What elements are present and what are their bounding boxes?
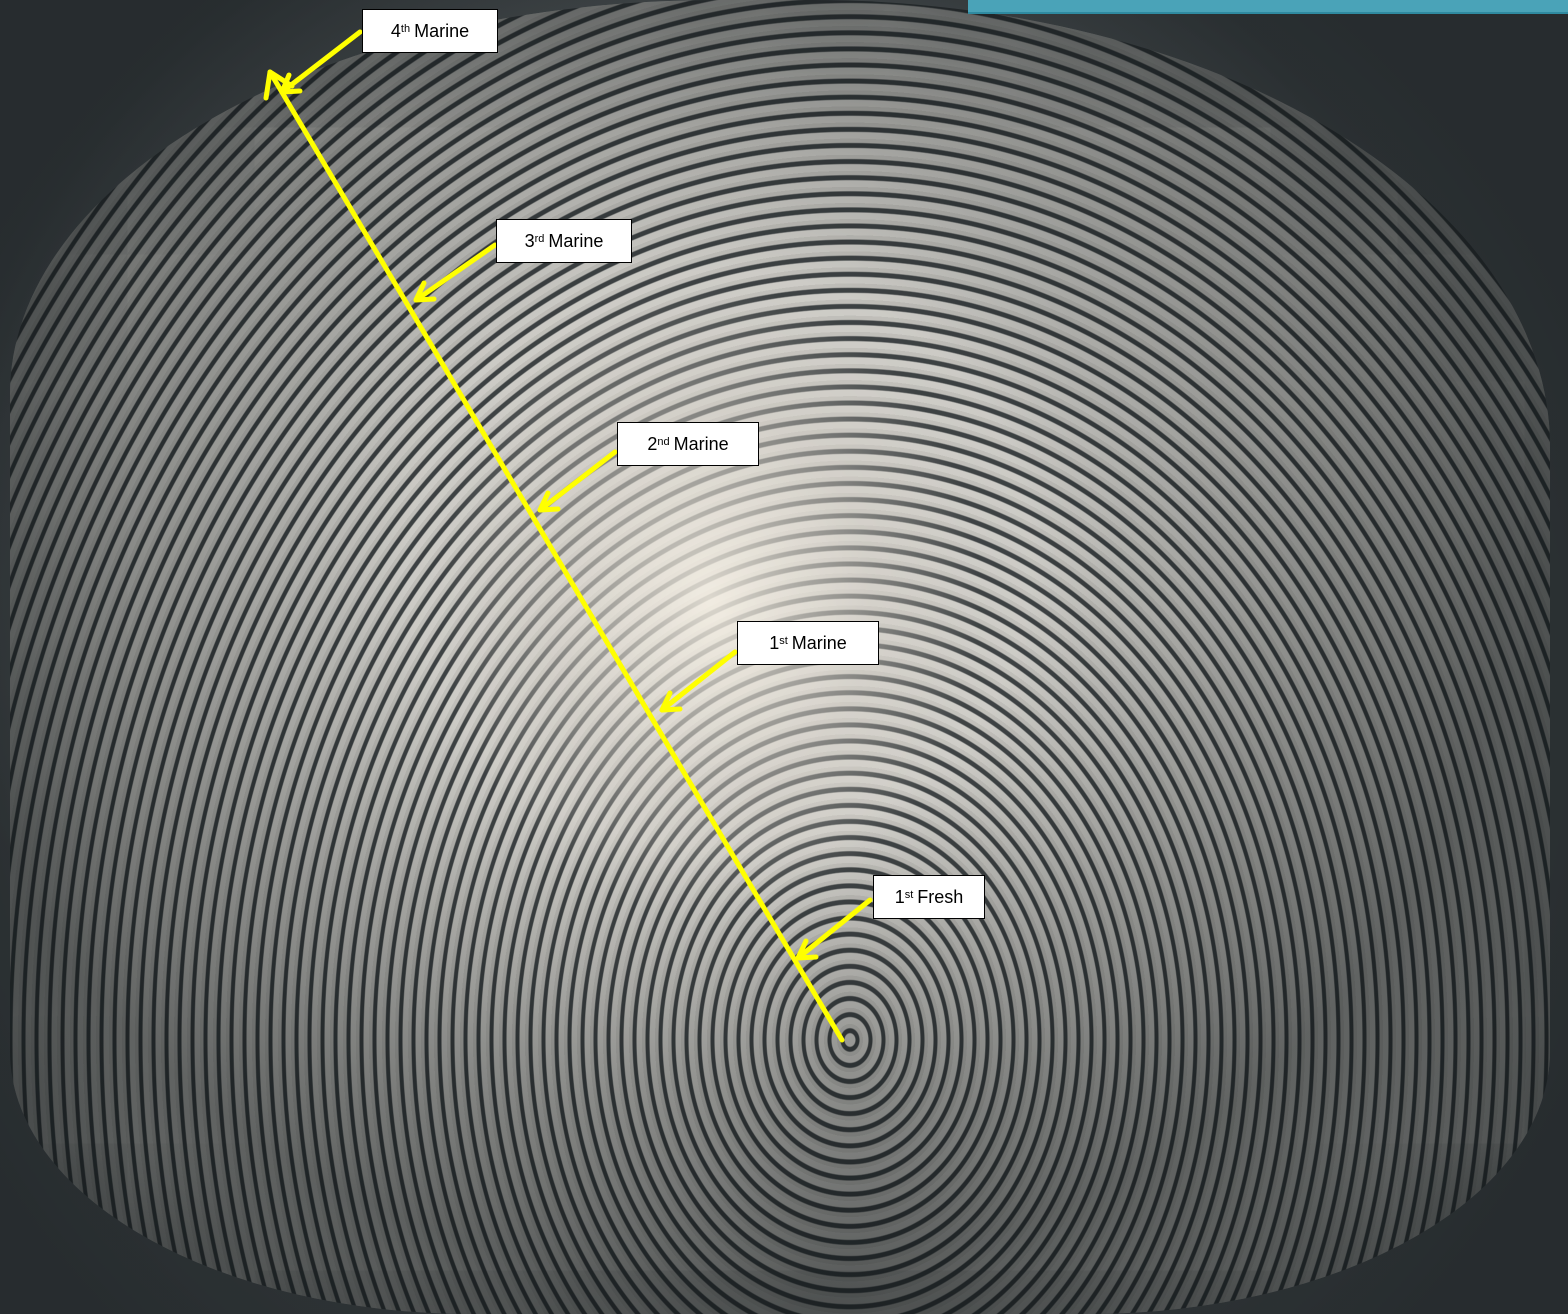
label-text: Marine [414, 20, 470, 41]
label-number: 4 [390, 20, 401, 41]
pointer-2nd-marine [537, 449, 618, 513]
label-text: Fresh [917, 886, 964, 907]
label-number: 3 [524, 230, 535, 251]
label-number: 1 [894, 886, 905, 907]
label-text: Marine [791, 632, 847, 653]
pointer-3rd-marine [413, 242, 498, 303]
label-number: 1 [769, 632, 780, 653]
pointer-1st-marine [659, 649, 738, 713]
top-right-panel-edge [968, 0, 1568, 14]
axis-arrowhead [263, 69, 295, 101]
label-text: Marine [673, 433, 729, 454]
measurement-axis-line [267, 69, 845, 1043]
pointer-1st-fresh [795, 897, 873, 961]
label-number: 2 [647, 433, 658, 454]
pointer-4th-marine [279, 29, 363, 95]
label-text: Marine [548, 230, 604, 251]
